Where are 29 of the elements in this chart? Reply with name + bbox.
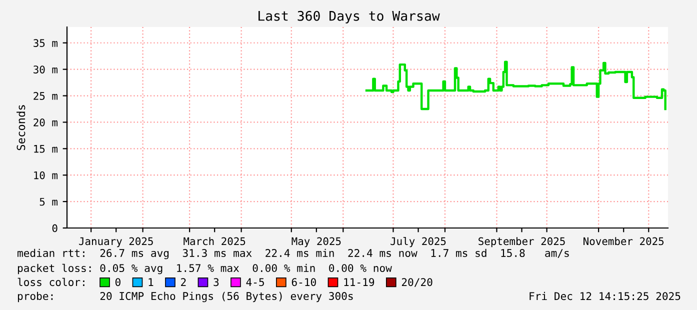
y-tick-label: 30 m [34, 66, 58, 74]
text: Fri Dec 12 14:15:25 2025 [530, 292, 680, 300]
x-tick-label: July 2025 [390, 237, 446, 248]
legend-label: 2 [181, 278, 186, 286]
legend-title: loss color: [18, 278, 84, 286]
legend-label: 1 [148, 278, 154, 286]
y-tick-label: 15 m [34, 145, 58, 153]
legend-label: 3 [214, 278, 219, 286]
legend-label: 11-19 [344, 278, 374, 286]
y-tick-label: 10 m [34, 171, 58, 180]
x-tick-label: May 2025 [292, 237, 341, 248]
text: packet loss: 0.05 % avg 1.57 % max 0.00 % min 0.00 % now [18, 264, 392, 274]
y-tick-label: 0 [52, 224, 58, 232]
y-axis-title: Seconds [16, 105, 26, 150]
text: probe: 20 ICMP Echo Pings (56 Bytes) every 300s [18, 292, 353, 302]
x-tick-label: March 2025 [184, 237, 246, 246]
legend-label: 20/20 [402, 278, 432, 287]
y-tick-label: 35 m [34, 39, 58, 47]
x-tick-label: January 2025 [79, 237, 153, 248]
legend-label: 6-10 [292, 278, 316, 286]
legend-label: 0 [115, 278, 120, 286]
x-tick-label: September 2025 [478, 237, 565, 248]
text: median rtt: 26.7 ms avg 31.3 ms max 22.4 ms min 22.4 ms now 1.7 ms sd 15.8 am/s [18, 248, 569, 260]
x-tick-label: November 2025 [584, 237, 664, 246]
legend-label: 4-5 [246, 278, 264, 286]
y-tick-label: 5 m [40, 198, 58, 206]
chart-title: Last 360 Days to Warsaw [258, 10, 440, 24]
y-tick-label: 25 m [34, 92, 58, 100]
y-tick-label: 20 m [34, 118, 58, 126]
